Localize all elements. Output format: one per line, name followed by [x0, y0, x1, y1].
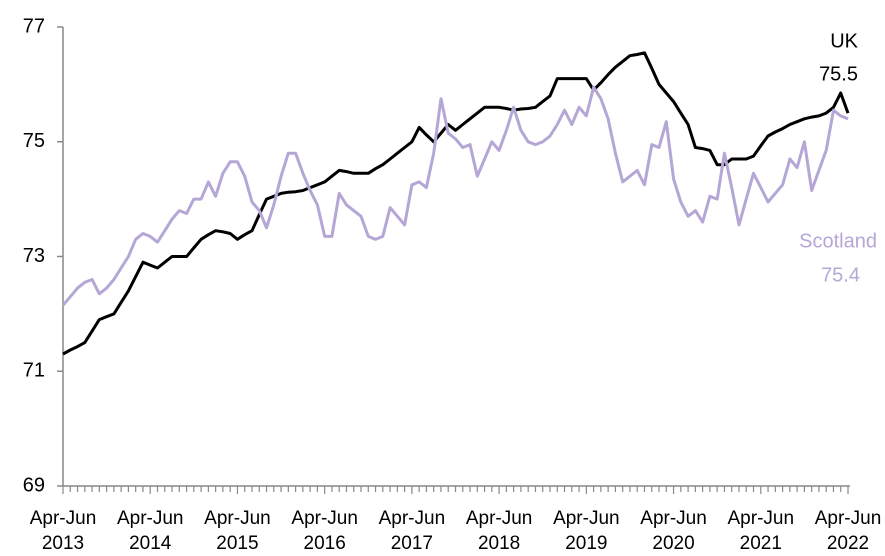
x-tick-label: Apr-Jun 2020: [640, 508, 707, 554]
end-value-label: 75.4: [821, 264, 860, 286]
x-tick-label: Apr-Jun 2017: [378, 508, 446, 554]
y-tick-label: 73: [23, 245, 45, 267]
x-tick-label: Apr-Jun 2015: [204, 508, 271, 554]
x-tick-label: Apr-Jun 2013: [29, 508, 97, 554]
x-tick-label: Apr-Jun 2022: [814, 508, 882, 554]
series-line: [61, 85, 849, 307]
y-tick-label: 77: [23, 15, 45, 37]
x-tick-label: Apr-Jun 2018: [465, 508, 533, 554]
series-label: Scotland: [799, 230, 877, 252]
y-tick-label: 75: [23, 130, 45, 152]
series-label: UK: [830, 30, 858, 52]
series-line: [62, 51, 850, 356]
x-tick-label: Apr-Jun 2014: [116, 508, 184, 554]
end-value-label: 75.5: [819, 63, 858, 85]
x-tick-label: Apr-Jun 2021: [727, 508, 795, 554]
y-tick-label: 71: [23, 360, 45, 382]
x-tick-label: Apr-Jun 2016: [291, 508, 358, 554]
x-tick-label: Apr-Jun 2019: [553, 508, 620, 554]
y-tick-label: 69: [23, 474, 45, 496]
